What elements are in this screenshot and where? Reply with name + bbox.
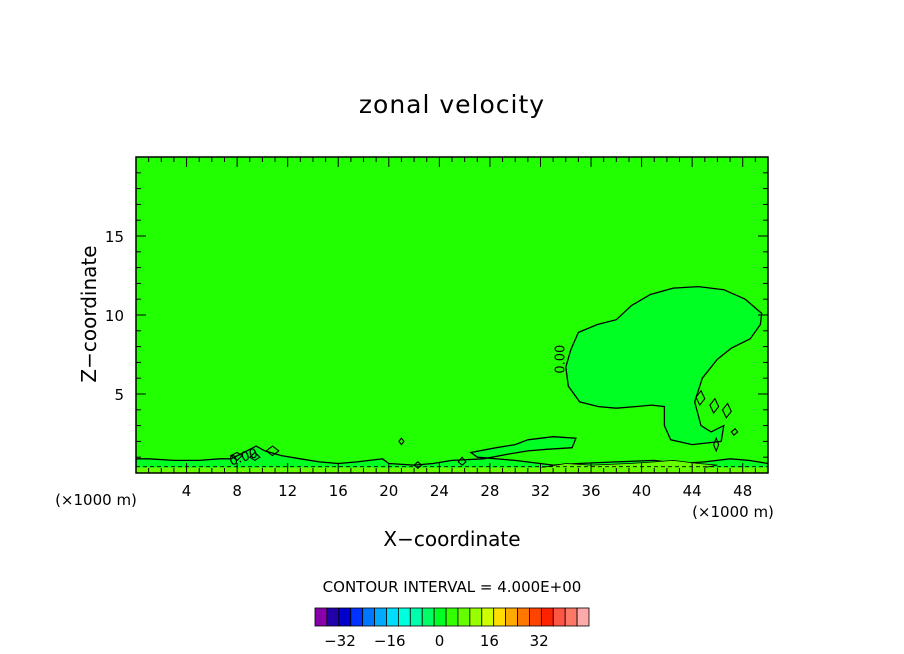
colorbar-swatch <box>314 607 328 627</box>
contour-loop <box>730 428 739 436</box>
x-tick-label: 48 <box>733 482 752 500</box>
colorbar-swatch <box>362 607 375 627</box>
x-tick-label: 24 <box>430 482 449 500</box>
colorbar-swatch <box>517 607 530 627</box>
colorbar-swatch <box>374 607 387 627</box>
y-axis-label: Z−coordinate <box>77 245 101 382</box>
colorbar-swatch <box>421 607 435 627</box>
contour-loop <box>398 437 405 446</box>
x-axis-label: X−coordinate <box>383 527 520 551</box>
x-tick-label: 4 <box>182 482 192 500</box>
colorbar-swatch <box>540 607 554 627</box>
colorbar-tick-label: −32 <box>324 632 356 650</box>
x-unit-right: (×1000 m) <box>692 503 774 521</box>
x-tick-label: 8 <box>232 482 242 500</box>
colorbar-swatch <box>386 607 399 627</box>
x-tick-label: 32 <box>531 482 550 500</box>
contour-loop <box>229 451 244 462</box>
colorbar-swatch <box>326 607 340 627</box>
y-axis-ticks: 5 10 15 <box>105 228 124 404</box>
colorbar-swatch <box>493 607 507 627</box>
y-tick-label: 10 <box>105 307 124 325</box>
colorbar-swatch <box>457 607 471 627</box>
contour-loop <box>695 389 706 407</box>
x-tick-label: 40 <box>632 482 651 500</box>
colorbar-tick-label: 32 <box>530 632 549 650</box>
y-tick-label: 15 <box>105 228 124 246</box>
colorbar-swatch <box>576 607 590 627</box>
colorbar-swatch <box>469 607 483 627</box>
colorbar-swatch <box>552 607 566 627</box>
minor-ticks <box>136 157 768 473</box>
colorbar-tick-label: −16 <box>374 632 406 650</box>
colorbar-swatch <box>529 607 542 627</box>
contour-loop <box>265 445 280 457</box>
chart-title: zonal velocity <box>359 90 545 119</box>
contour-loop <box>713 436 720 453</box>
colorbar-tick-label: 0 <box>435 632 445 650</box>
colorbar: −32 −16 0 16 32 <box>314 607 590 650</box>
x-tick-label: 44 <box>683 482 702 500</box>
y-tick-label: 5 <box>114 386 124 404</box>
contour-region-negative <box>565 285 763 446</box>
colorbar-swatch <box>564 607 578 627</box>
colorbar-swatch <box>338 607 352 627</box>
plot-area: 0.000.00 <box>135 156 769 474</box>
colorbar-swatch <box>350 607 364 627</box>
colorbar-swatch <box>445 607 459 627</box>
colorbar-swatch <box>397 607 411 627</box>
contour-loop <box>413 461 423 470</box>
colorbar-swatch <box>481 607 495 627</box>
contour-value-label: 0.00 <box>554 345 569 374</box>
colorbar-swatch <box>433 607 447 627</box>
contour-loop <box>457 456 467 466</box>
x-tick-label: 28 <box>480 482 499 500</box>
x-tick-label: 36 <box>581 482 600 500</box>
x-tick-label: 16 <box>329 482 348 500</box>
contour-loop <box>721 402 732 419</box>
colorbar-swatch <box>505 607 518 627</box>
x-tick-label: 20 <box>379 482 398 500</box>
colorbar-swatch <box>409 607 423 627</box>
x-axis-ticks: 4 8 12 16 20 24 28 32 36 40 44 48 <box>182 482 752 500</box>
colorbar-tick-label: 16 <box>480 632 499 650</box>
x-tick-label: 12 <box>278 482 297 500</box>
contour-loop <box>709 397 720 415</box>
contour-interval-text: CONTOUR INTERVAL = 4.000E+00 <box>323 578 582 596</box>
x-unit-left: (×1000 m) <box>55 491 137 509</box>
contour-region-positive <box>527 459 718 471</box>
contour-loop <box>248 451 261 462</box>
